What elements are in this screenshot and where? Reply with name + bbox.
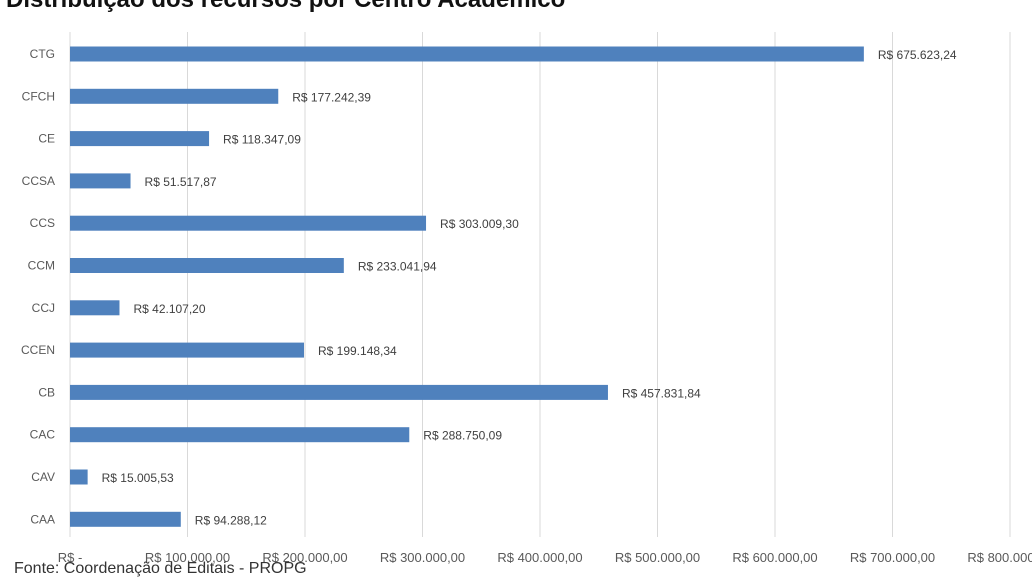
x-tick-label: R$ 800.000,00 [967, 550, 1032, 565]
x-tick-label: R$ 100.000,00 [145, 550, 230, 565]
bar-cfch [70, 88, 279, 104]
y-tick-label: CB [38, 385, 55, 399]
bar-cac [70, 427, 410, 443]
bars [70, 46, 864, 527]
bar-ce [70, 131, 210, 147]
y-tick-label: CFCH [22, 89, 55, 103]
data-label: R$ 51.517,87 [145, 175, 217, 189]
bar-ccs [70, 215, 427, 231]
y-tick-label: CTG [30, 47, 55, 61]
bar-ccen [70, 342, 304, 358]
data-label: R$ 118.347,09 [223, 133, 301, 147]
data-label: R$ 42.107,20 [133, 302, 205, 316]
data-label: R$ 303.009,30 [440, 217, 519, 231]
data-label: R$ 177.242,39 [292, 90, 371, 104]
bar-ccm [70, 258, 344, 273]
chart-title: Distribuição dos recursos por Centro Aca… [6, 0, 565, 14]
x-tick-label: R$ 300.000,00 [380, 550, 465, 565]
bar-cav [70, 469, 88, 485]
gridlines [69, 32, 1011, 537]
source-note: Fonte: Coordenação de Editais - PROPG [14, 560, 307, 577]
y-tick-label: CCS [30, 216, 55, 230]
y-tick-label: CAC [30, 428, 56, 442]
y-tick-label: CCEN [21, 343, 55, 357]
data-label: R$ 199.148,34 [318, 344, 397, 358]
x-tick-label: R$ 600.000,00 [732, 550, 817, 565]
data-label: R$ 15.005,53 [102, 471, 174, 485]
y-tick-label: CE [38, 132, 55, 146]
bar-caa [70, 511, 181, 527]
bar-ctg [70, 46, 864, 62]
x-tick-label: R$ 200.000,00 [262, 550, 347, 565]
bar-ccsa [70, 173, 131, 189]
data-label: R$ 675.623,24 [878, 48, 957, 62]
x-tick-label: R$ 400.000,00 [497, 550, 582, 565]
data-label: R$ 94.288,12 [195, 513, 267, 527]
y-tick-label: CCSA [22, 174, 55, 188]
bar-ccj [70, 300, 120, 316]
y-tick-label: CAV [31, 470, 55, 484]
x-tick-label: R$ 500.000,00 [615, 550, 700, 565]
bar-cb [70, 384, 608, 400]
y-tick-label: CCJ [32, 301, 55, 315]
x-tick-label: R$ - [58, 550, 83, 565]
data-label: R$ 288.750,09 [423, 429, 502, 443]
y-axis-labels: CTG CFCH CE CCSA CCS CCM CCJ CCEN CB CAC CAV CAA [21, 47, 55, 526]
y-tick-label: CCM [28, 259, 55, 273]
data-label: R$ 457.831,84 [622, 386, 701, 400]
y-tick-label: CAA [30, 512, 55, 526]
x-tick-label: R$ 700.000,00 [850, 550, 935, 565]
data-label: R$ 233.041,94 [358, 260, 437, 274]
x-axis-labels: R$ - R$ 100.000,00 R$ 200.000,00 R$ 300.000… [58, 550, 1032, 565]
data-labels: R$ 675.623,24 R$ 177.242,39 R$ 118.347,09 R… [102, 48, 957, 527]
